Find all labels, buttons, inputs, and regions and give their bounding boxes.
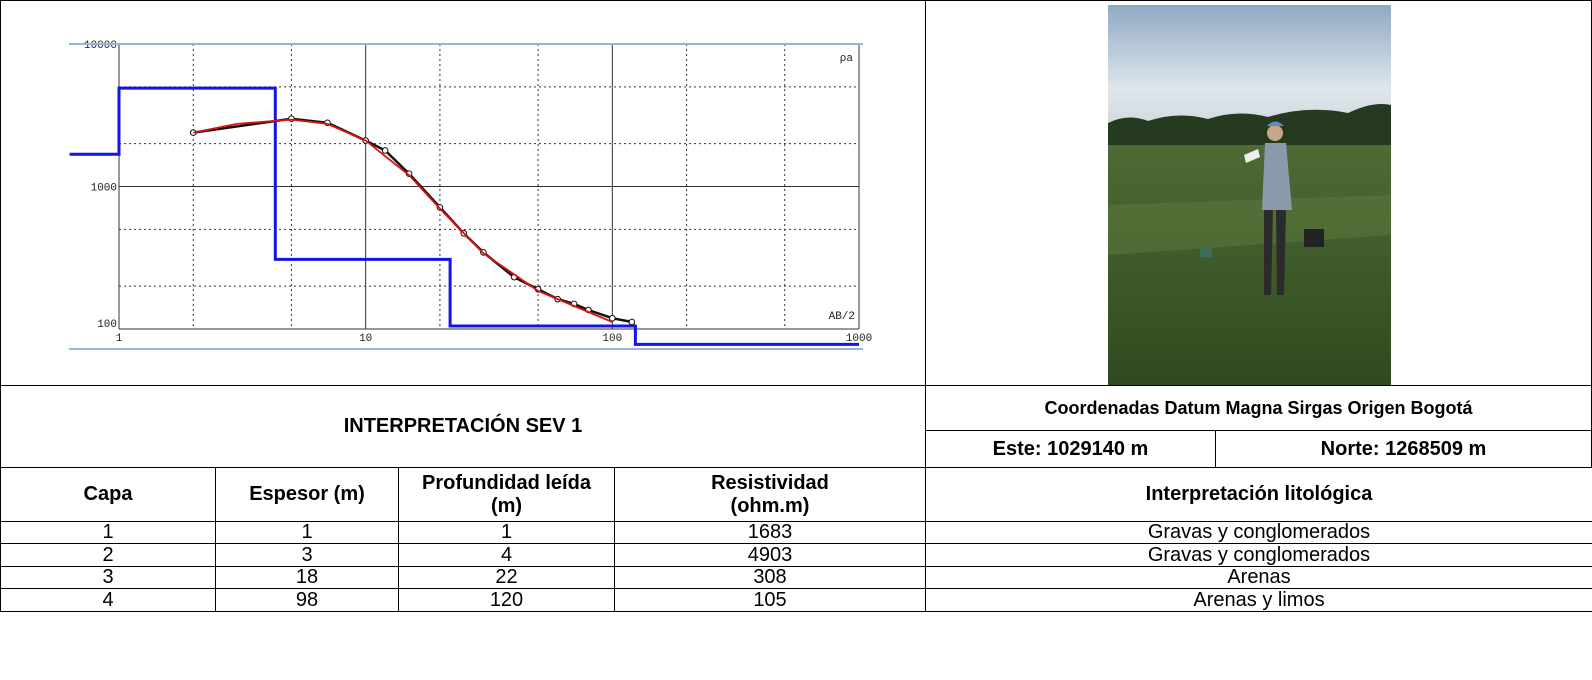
observed-point	[382, 148, 388, 154]
model-line	[70, 88, 860, 344]
coordinate-norte: Norte: 1268509 m	[1215, 430, 1592, 468]
table-cell: 2	[0, 543, 216, 567]
table-cell: 4	[0, 588, 216, 612]
table-cell: 1	[0, 521, 216, 544]
table-title: INTERPRETACIÓN SEV 1	[0, 385, 926, 468]
y-axis-label: ρa	[840, 53, 854, 65]
column-header: Profundidad leída (m)	[398, 467, 615, 522]
table-cell: 105	[614, 588, 926, 612]
table-cell: 18	[215, 566, 399, 589]
x-tick-label: 100	[602, 333, 622, 345]
table-cell: Arenas	[925, 566, 1592, 589]
table-cell: 3	[215, 543, 399, 567]
table-cell: 4903	[614, 543, 926, 567]
table-cell: 98	[215, 588, 399, 612]
observed-point	[610, 315, 616, 321]
field-photo	[1108, 5, 1391, 385]
table-cell: 1683	[614, 521, 926, 544]
table-cell: 1	[398, 521, 615, 544]
x-tick-label: 1	[116, 333, 123, 345]
column-header: Capa	[0, 467, 216, 522]
observed-point	[629, 319, 635, 325]
document: 1101001000100100010000ρaAB/2 INTERPRETAC…	[0, 0, 1592, 680]
table-cell: 3	[0, 566, 216, 589]
table-cell: 4	[398, 543, 615, 567]
table-cell: Gravas y conglomerados	[925, 543, 1592, 567]
column-header: Resistividad (ohm.m)	[614, 467, 926, 522]
column-header: Interpretación litológica	[925, 467, 1592, 522]
table-cell: 120	[398, 588, 615, 612]
table-cell: Arenas y limos	[925, 588, 1592, 612]
column-header: Espesor (m)	[215, 467, 399, 522]
table-cell: 1	[215, 521, 399, 544]
column-header-text: Resistividad (ohm.m)	[685, 472, 855, 518]
photo-cell	[925, 0, 1592, 386]
x-axis-label: AB/2	[829, 311, 855, 323]
table-cell: 22	[398, 566, 615, 589]
table-cell: Gravas y conglomerados	[925, 521, 1592, 544]
coordinate-este: Este: 1029140 m	[925, 430, 1216, 468]
coordinates-title: Coordenadas Datum Magna Sirgas Origen Bo…	[925, 385, 1592, 431]
y-tick-label: 1000	[91, 183, 117, 195]
fit-line	[193, 120, 612, 322]
y-tick-label: 10000	[84, 40, 117, 52]
observed-line	[193, 119, 632, 322]
table-cell: 308	[614, 566, 926, 589]
column-header-text: Profundidad leída (m)	[417, 472, 597, 518]
x-tick-label: 10	[359, 333, 372, 345]
y-tick-label: 100	[97, 319, 117, 331]
